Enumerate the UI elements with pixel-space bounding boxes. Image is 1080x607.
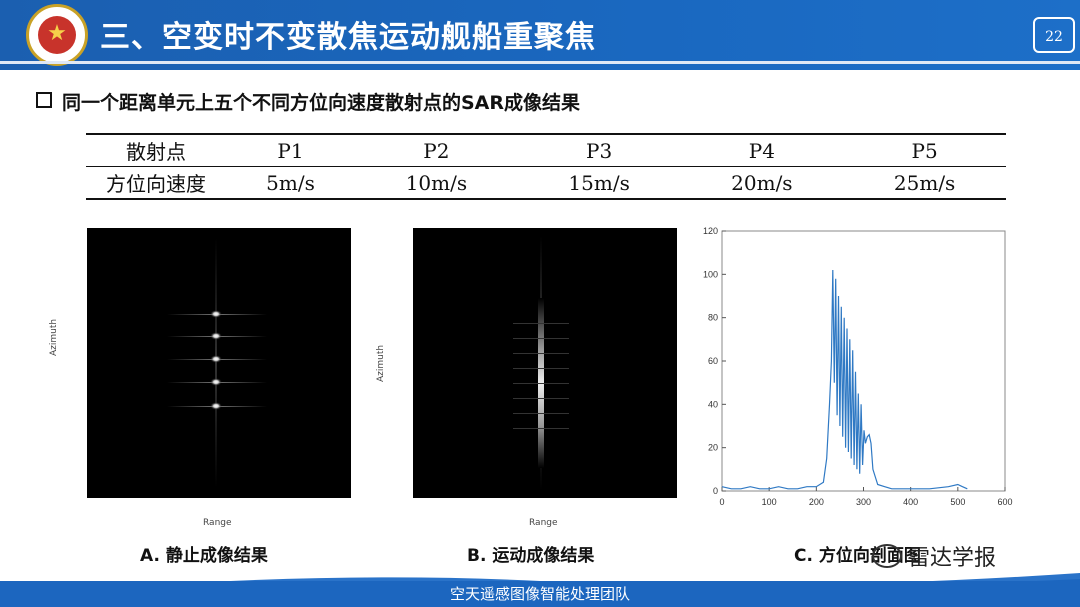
y-tick-label: 0 — [713, 486, 718, 496]
y-tick-label: 80 — [708, 313, 718, 323]
profile-series-line — [721, 269, 968, 490]
table-cell: 10m/s — [405, 170, 468, 195]
table-cell: P1 — [226, 134, 356, 167]
caption-moving: B. 运动成像结果 — [467, 546, 595, 566]
x-tick-label: 100 — [762, 497, 777, 507]
header-bar: ★ 三、空变时不变散焦运动舰船重聚焦 22 — [0, 0, 1080, 70]
panel-a-xlabel: Range — [203, 518, 232, 528]
page-title: 三、空变时不变散焦运动舰船重聚焦 — [100, 20, 596, 55]
panel-a-ylabel: Azimuth — [49, 318, 59, 356]
x-tick-label: 600 — [997, 497, 1012, 507]
y-tick-label: 40 — [708, 399, 718, 409]
panel-b-ylabel: Azimuth — [376, 344, 386, 382]
table-cell: 25m/s — [893, 170, 956, 195]
table-row: 方位向速度 5m/s 10m/s 15m/s 20m/s 25m/s — [86, 167, 1006, 200]
section-subtitle: 同一个距离单元上五个不同方位向速度散射点的SAR成像结果 — [36, 88, 580, 115]
static-imaging-image — [167, 238, 267, 488]
university-logo: ★ — [26, 4, 88, 66]
footer-band — [0, 581, 1080, 607]
y-tick-label: 20 — [708, 443, 718, 453]
y-tick-label: 120 — [703, 226, 718, 236]
x-tick-label: 500 — [950, 497, 965, 507]
static-imaging-panel — [87, 228, 351, 498]
wechat-icon — [872, 544, 902, 568]
table-cell: 5m/s — [266, 170, 315, 195]
panel-b-xlabel: Range — [529, 518, 558, 528]
y-tick-label: 100 — [703, 269, 718, 279]
table-cell: 20m/s — [731, 170, 793, 195]
table-row: 散射点 P1 P2 P3 P4 P5 — [86, 134, 1006, 167]
table-cell: P3 — [517, 134, 681, 167]
caption-static: A. 静止成像结果 — [140, 546, 268, 566]
star-icon: ★ — [47, 21, 67, 46]
scatter-params-table: 散射点 P1 P2 P3 P4 P5 方位向速度 5m/s 10m/s 15m/… — [86, 133, 1006, 200]
x-tick-label: 0 — [719, 497, 724, 507]
table-cell: P4 — [680, 134, 844, 167]
subtitle-text: 同一个距离单元上五个不同方位向速度散射点的SAR成像结果 — [62, 92, 581, 114]
moving-imaging-panel — [413, 228, 677, 498]
page-number: 22 — [1033, 17, 1075, 53]
table-cell: P2 — [355, 134, 518, 167]
bullet-square-icon — [36, 92, 52, 108]
logo-emblem: ★ — [38, 16, 76, 54]
x-tick-label: 200 — [809, 497, 824, 507]
watermark-text: 雷达学报 — [908, 546, 997, 571]
table-cell: P5 — [843, 134, 1006, 167]
table-cell: 散射点 — [86, 134, 226, 167]
watermark: 雷达学报 — [872, 540, 996, 572]
footer-text: 空天遥感图像智能处理团队 — [449, 585, 630, 603]
y-tick-label: 60 — [708, 356, 718, 366]
table-cell: 15m/s — [568, 170, 630, 195]
moving-imaging-image — [513, 236, 569, 490]
x-tick-label: 300 — [856, 497, 871, 507]
table-cell: 方位向速度 — [106, 172, 206, 196]
azimuth-profile-chart: 0 100 200 300 400 500 600 0 20 40 60 80 100 120 — [703, 226, 1013, 507]
x-tick-label: 400 — [903, 497, 918, 507]
header-divider — [0, 61, 1080, 64]
footer-bar: 空天遥感图像智能处理团队 — [0, 567, 1080, 607]
